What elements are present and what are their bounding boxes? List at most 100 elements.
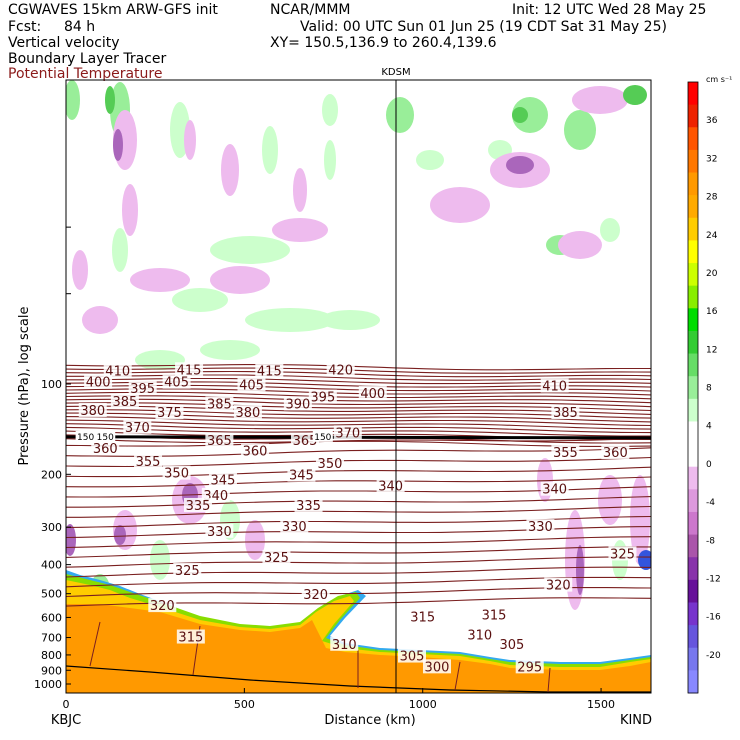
axes: 0 500 1000 15001002003004005006007008009001… (34, 226, 615, 711)
vertical-velocity-blob (272, 218, 328, 242)
vertical-velocity-blob (600, 218, 620, 242)
vertical-velocity-blob (66, 80, 80, 120)
theta-label: 415 (257, 365, 282, 380)
theta-label: 405 (164, 376, 189, 391)
theta-label: 360 (243, 445, 268, 460)
theta-label-bg (134, 454, 163, 469)
theta-label-bg (173, 562, 202, 577)
theta-label-bg (205, 396, 234, 411)
terrain-base-line (66, 665, 651, 693)
theta-label-bg (205, 523, 234, 538)
y-tick-label: 300 (41, 521, 62, 534)
theta-label-bg (480, 607, 509, 622)
vertical-velocity-blob (130, 268, 190, 292)
colorbar-tick-label: 16 (706, 307, 718, 317)
colorbar-swatch (688, 240, 698, 264)
vertical-velocity-blob (221, 144, 239, 196)
theta-label: 400 (86, 376, 111, 391)
theta-label: 415 (177, 363, 202, 378)
isentrope-line (66, 364, 651, 371)
theta-label-bg (103, 363, 132, 378)
y-tick-label: 500 (41, 588, 62, 601)
field-boundary-layer-tracer: Boundary Layer Tracer (8, 51, 167, 67)
field-potential-temperature: Potential Temperature (8, 66, 163, 82)
theta-label: 380 (236, 406, 261, 421)
y-tick-label: 200 (41, 468, 62, 481)
isentrope-line (66, 391, 651, 400)
y-tick-label: 700 (41, 632, 62, 645)
theta-label: 320 (546, 579, 571, 594)
vertical-velocity-blob (184, 120, 196, 160)
vertical-velocity-blob (430, 187, 490, 223)
fcst-value: 84 h (64, 19, 96, 35)
colorbar-swatch (688, 398, 698, 422)
theta-label-bg (515, 659, 544, 674)
isentrope-line (66, 388, 651, 396)
theta-label-bg (376, 478, 405, 493)
theta-label: 325 (175, 564, 200, 579)
theta-label-bg (526, 519, 555, 534)
colorbar-tick-label: 20 (706, 269, 718, 279)
theta-label-bg (162, 374, 191, 389)
theta-label-bg (601, 445, 630, 460)
theta-label-bg (326, 362, 355, 377)
theta-label-bg (128, 381, 157, 396)
theta-label: 360 (603, 446, 628, 461)
theta-label: 350 (164, 467, 189, 482)
theta-label-bg (608, 546, 637, 561)
colorbar-swatch (688, 647, 698, 671)
theta-label: 385 (112, 395, 137, 410)
theta-label: 395 (130, 382, 155, 397)
y-axis-label: Pressure (hPa), log scale (17, 307, 32, 466)
isentrope-line (66, 476, 651, 488)
theta-label: 320 (303, 588, 328, 603)
vertical-velocity-blob (150, 540, 170, 580)
x-axis-label: Distance (km) (324, 713, 415, 728)
colorbar-swatch (688, 557, 698, 581)
colorbar-swatch (688, 466, 698, 490)
theta-label-bg (237, 377, 266, 392)
terrain-contour (89, 621, 101, 667)
theta-label: 340 (378, 480, 403, 495)
theta-label-bg (255, 363, 284, 378)
colorbar-tick-label: 12 (706, 345, 717, 355)
theta-label: 325 (610, 547, 635, 562)
right-station-label: KIND (620, 713, 652, 728)
vertical-velocity-blob (105, 86, 115, 114)
theta-label: 395 (310, 391, 335, 406)
vertical-velocity-blob (638, 550, 651, 570)
plot-frame (65, 79, 652, 694)
vertical-velocity-blob (172, 288, 228, 312)
vertical-velocity-blob (200, 340, 260, 360)
theta-label: 400 (360, 387, 385, 402)
vertical-velocity-blob (564, 110, 596, 150)
vertical-velocity-blob (558, 231, 602, 259)
theta-label-bg (155, 405, 184, 420)
theta-label-bg (408, 609, 437, 624)
isentrope-line (66, 437, 651, 447)
colorbar-swatch (688, 670, 698, 694)
theta-label-bg (110, 394, 139, 409)
colorbar-tick-label: 32 (706, 154, 717, 164)
colorbar-swatch (688, 534, 698, 558)
y-tick-label: 600 (41, 611, 62, 624)
isentrope-line (66, 566, 651, 578)
vertical-velocity-blob (245, 308, 335, 332)
init-time: Init: 12 UTC Wed 28 May 25 (512, 2, 707, 18)
tracer-label: 150 (77, 433, 94, 443)
x-tick-label: 0 (63, 698, 70, 711)
colorbar-swatch (688, 82, 698, 106)
theta-label: 385 (553, 406, 578, 421)
colorbar-swatch (688, 511, 698, 536)
theta-label: 410 (542, 380, 567, 395)
x-tick-label: 1000 (409, 698, 437, 711)
theta-label-bg (208, 472, 237, 487)
theta-label-bg (287, 467, 316, 482)
colorbar-unit: cm s⁻¹ (706, 75, 732, 84)
theta-label: 305 (400, 650, 425, 665)
fcst-label: Fcst: (8, 19, 42, 35)
vertical-velocity-blob (512, 97, 548, 133)
vertical-velocity-blob (114, 525, 126, 545)
theta-label: 355 (136, 455, 161, 470)
theta-label: 385 (207, 397, 232, 412)
